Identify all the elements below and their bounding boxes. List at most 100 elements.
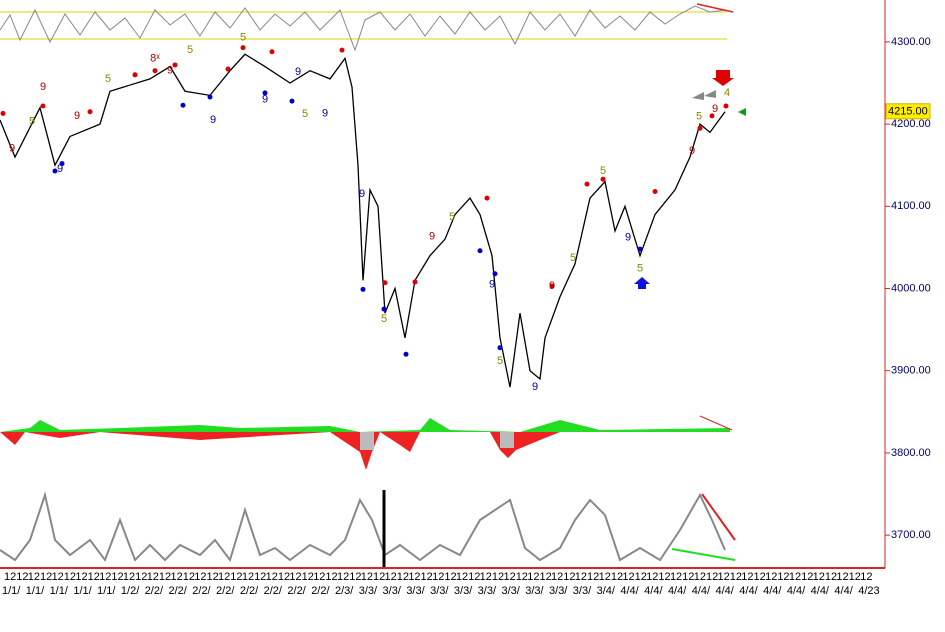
negative-area	[0, 432, 730, 470]
x-tick-label: 1212	[289, 571, 313, 583]
signal-dot	[600, 176, 606, 182]
x-tick-label: 3/3/	[430, 585, 449, 597]
x-tick-label: 2/2/	[287, 585, 306, 597]
setup-count: 9	[359, 188, 365, 200]
x-tick-label: 2/3/	[335, 585, 354, 597]
setup-count: 5	[29, 116, 35, 128]
x-tick-label: 4/4/	[834, 585, 853, 597]
signal-dot	[172, 62, 178, 68]
x-tick-label: 3/3/	[454, 585, 473, 597]
x-tick-label: 3/3/	[406, 585, 425, 597]
signal-dot	[549, 283, 555, 289]
signal-dot	[584, 181, 590, 187]
signal-dot	[484, 195, 490, 201]
x-tick-label: 1212	[551, 571, 575, 583]
volume-panel	[0, 490, 736, 568]
signal-dot	[40, 103, 46, 109]
setup-count: 9	[167, 65, 173, 77]
signal-arrow	[692, 90, 716, 100]
oscillator-line	[0, 5, 726, 52]
signal-dot	[412, 279, 418, 285]
x-tick-label: 1212	[194, 571, 218, 583]
y-tick-label: 3800.00	[891, 447, 931, 459]
signal-dot	[0, 110, 6, 116]
x-tick-label: 2/2/	[216, 585, 235, 597]
y-tick-label: 4300.00	[891, 36, 931, 48]
x-tick-label: 4/4/	[644, 585, 663, 597]
x-tick-label: 1212	[622, 571, 646, 583]
x-tick-label: 1212	[266, 571, 290, 583]
positive-area	[0, 418, 730, 432]
x-tick-label: 1212	[813, 571, 837, 583]
x-tick-label: 1212	[789, 571, 813, 583]
x-tick-label: 1212	[836, 571, 860, 583]
x-tick-label: 1/1/	[2, 585, 21, 597]
setup-count: 5	[105, 73, 111, 85]
x-tick-label: 2/2/	[192, 585, 211, 597]
signal-dot	[87, 109, 93, 115]
x-tick-label: 4/4/	[716, 585, 735, 597]
x-tick-label: 1212	[28, 571, 52, 583]
setup-count: 9	[489, 278, 495, 290]
setup-count: 5	[240, 32, 246, 44]
x-tick-label: 1212	[218, 571, 242, 583]
x-tick-label: 3/4/	[597, 585, 616, 597]
signal-dot	[723, 103, 729, 109]
x-tick-label: 4/4/	[668, 585, 687, 597]
x-tick-label: 1212	[123, 571, 147, 583]
last-price-label: 4215.00	[888, 106, 928, 118]
x-tick-label: 1/1/	[97, 585, 116, 597]
x-tick-label: 1212	[718, 571, 742, 583]
signal-dot	[289, 98, 295, 104]
setup-count: 5	[570, 252, 576, 264]
setup-count: 9	[40, 81, 46, 93]
signal-dot	[207, 94, 213, 100]
setup-count: 9	[262, 93, 268, 105]
signal-dot	[132, 72, 138, 78]
signal-dot	[382, 280, 388, 286]
volume-average	[0, 491, 726, 563]
x-tick-label: 3/3/	[501, 585, 520, 597]
setup-count: 9	[532, 381, 538, 393]
x-tick-label: 1212	[385, 571, 409, 583]
setup-count: 4	[724, 87, 730, 99]
trend-line	[701, 493, 736, 541]
last-price-box	[885, 103, 931, 120]
signal-dot	[477, 248, 483, 254]
x-tick-label: 1212	[741, 571, 765, 583]
x-tick-label: 1212	[313, 571, 337, 583]
signal-dot	[697, 125, 703, 131]
x-tick-label: 12	[860, 571, 872, 583]
divergence-line	[696, 3, 734, 13]
x-tick-label: 1212	[765, 571, 789, 583]
signal-dot	[637, 246, 643, 252]
setup-count: 5	[302, 108, 308, 120]
signal-dot	[652, 189, 658, 195]
setup-count: 5	[600, 165, 606, 177]
x-tick-label: 3/3/	[478, 585, 497, 597]
setup-count: 9	[712, 103, 718, 115]
setup-count: 9	[429, 231, 435, 243]
x-tick-label: 1212	[147, 571, 171, 583]
x-tick-label: 1212	[337, 571, 361, 583]
x-tick-label: 1212	[361, 571, 385, 583]
setup-count: 9	[9, 143, 15, 155]
histogram-panel	[0, 415, 733, 470]
x-tick-label: 3/3/	[573, 585, 592, 597]
y-tick-label: 4000.00	[891, 282, 931, 294]
signal-dot	[262, 90, 268, 96]
signal-dot	[52, 168, 58, 174]
x-tick-label: 1212	[646, 571, 670, 583]
x-tick-label: 4/4/	[811, 585, 830, 597]
neutral-area	[500, 432, 514, 448]
x-tick-label: 1212	[75, 571, 99, 583]
pointer-arrow	[738, 108, 746, 116]
x-tick-label: 1212	[503, 571, 527, 583]
y-tick-label: 3700.00	[891, 529, 931, 541]
neutral-area	[360, 432, 374, 450]
sell-arrow	[712, 70, 734, 86]
signal-dot	[225, 66, 231, 72]
x-tick-label: 4/4/	[787, 585, 806, 597]
x-tick-label: 1/2/	[121, 585, 140, 597]
setup-count: 5	[449, 211, 455, 223]
